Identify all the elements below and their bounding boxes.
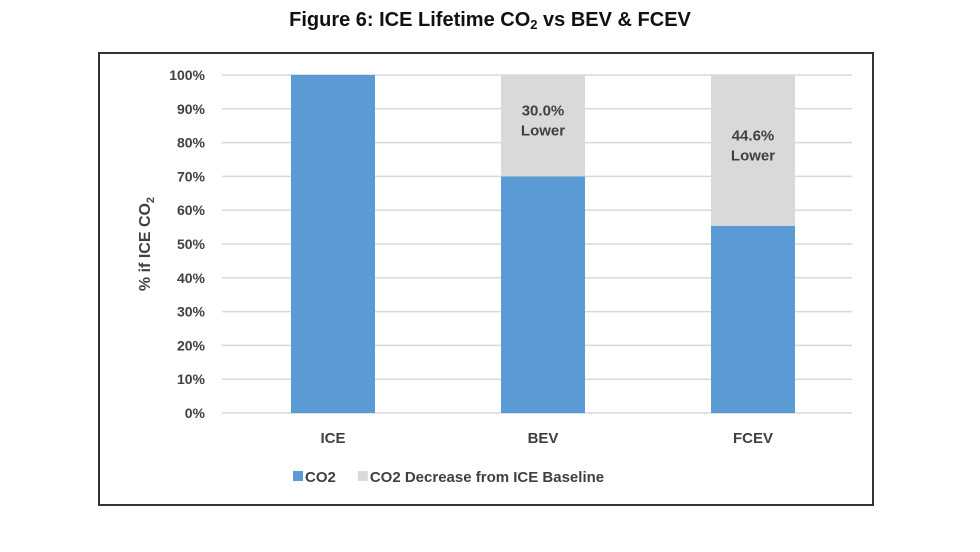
annotation-fcev: 44.6% Lower [731,127,775,164]
bar-fcev-decrease [711,75,795,226]
bar-bev-decrease [501,75,585,177]
bar-ice-co2 [291,75,375,413]
y-tick-label: 80% [177,135,206,151]
y-axis-label: % if ICE CO2 [137,197,157,291]
chart-title-main: Figure 6: ICE Lifetime CO [289,9,531,31]
y-tick-label: 100% [169,67,205,83]
legend-swatch [357,471,368,481]
y-tick-label: 50% [177,236,206,252]
bar-bev-co2 [501,176,585,413]
y-tick-label: 60% [177,202,206,218]
y-tick-labels: 0% 10% 20% 30% 40% 50% 60% 70% 80% 90% 100% [169,67,205,421]
bars [291,75,795,413]
x-tick-label: BEV [528,430,559,447]
y-tick-label: 10% [177,371,206,387]
chart-title-subscript: 2 [530,17,538,32]
y-tick-label: 30% [177,304,206,320]
y-tick-label: 40% [177,270,206,286]
chart-frame [98,52,874,506]
legend-swatch [293,471,303,481]
bar-fcev-co2 [711,225,795,413]
legend-label: CO2 Decrease from ICE Baseline [370,469,604,486]
chart-title-rest: vs BEV & FCEV [537,9,691,31]
y-tick-label: 70% [177,168,206,184]
legend: CO2 CO2 Decrease from ICE Baseline [293,469,604,486]
x-tick-label: ICE [320,430,345,447]
legend-item: CO2 Decrease from ICE Baseline [357,469,604,486]
x-tick-labels: ICE BEV FCEV [320,430,773,447]
y-tick-label: 0% [185,405,206,421]
legend-label: CO2 [305,469,336,486]
y-tick-label: 90% [177,101,206,117]
bar-annotations: 30.0% Lower 44.6% Lower [521,103,775,165]
x-tick-label: FCEV [733,430,773,447]
annotation-bev: 30.0% Lower [521,103,565,140]
chart-title: Figure 6: ICE Lifetime CO2 vs BEV & FCEV [0,9,980,32]
legend-item: CO2 [293,469,336,486]
y-tick-label: 20% [177,337,206,353]
